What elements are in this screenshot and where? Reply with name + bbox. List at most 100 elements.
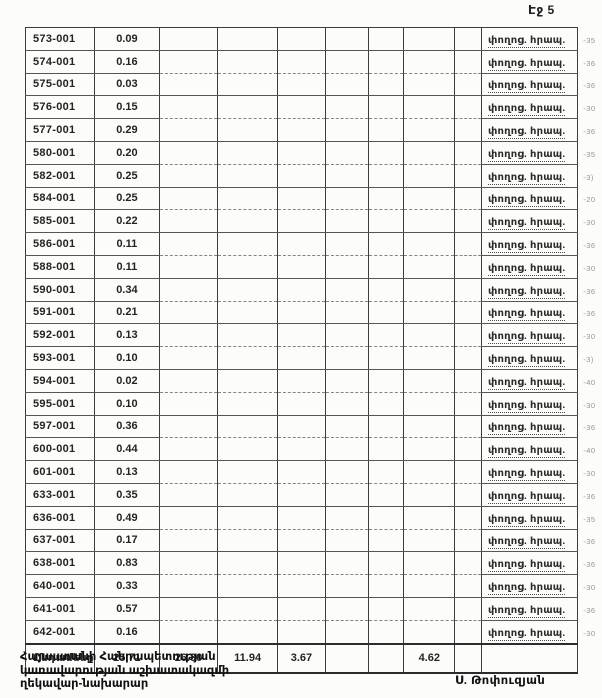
row-note: փողոց. հրապ. bbox=[480, 392, 579, 416]
row-margin-mark: -36 bbox=[583, 241, 596, 251]
row-empty-cell bbox=[403, 50, 455, 74]
row-empty-cell bbox=[217, 392, 278, 416]
row-margin-mark: -30 bbox=[583, 400, 596, 410]
row-empty-cell bbox=[403, 232, 455, 256]
row-empty-cell bbox=[324, 460, 369, 484]
row-empty-cell bbox=[403, 73, 455, 97]
row-margin-mark: -30 bbox=[583, 332, 596, 342]
row-empty-cell bbox=[277, 460, 326, 484]
row-empty-cell bbox=[324, 323, 369, 348]
row-margin-mark: -30 bbox=[583, 218, 596, 228]
row-empty-cell bbox=[454, 460, 482, 484]
row-empty-cell bbox=[454, 415, 482, 439]
row-empty-cell bbox=[324, 369, 369, 393]
row-empty-cell bbox=[324, 529, 369, 553]
row-empty-cell bbox=[158, 346, 218, 370]
row-empty-cell bbox=[324, 301, 369, 325]
row-empty-cell bbox=[277, 506, 326, 530]
row-empty-cell bbox=[403, 95, 455, 120]
row-note: փողոց. հրապ. bbox=[480, 278, 579, 302]
row-margin-cell: -35 bbox=[578, 141, 602, 164]
row-value: 0.16 bbox=[93, 620, 160, 645]
row-margin-mark: -30 bbox=[583, 628, 596, 638]
row-code: 591-001 bbox=[25, 301, 95, 325]
row-code: 642-001 bbox=[25, 620, 95, 645]
row-empty-cell bbox=[403, 27, 455, 51]
row-note-text: փողոց. հրապ. bbox=[487, 262, 566, 276]
row-empty-cell bbox=[158, 27, 218, 51]
row-margin-cell: -35 bbox=[578, 28, 602, 51]
row-empty-cell bbox=[217, 620, 278, 645]
row-value: 0.20 bbox=[93, 141, 160, 165]
row-empty-cell bbox=[324, 141, 369, 165]
row-empty-cell bbox=[454, 597, 482, 621]
row-empty-cell bbox=[454, 529, 482, 553]
row-value: 0.25 bbox=[93, 164, 160, 188]
row-empty-cell bbox=[158, 187, 218, 211]
row-note-text: փողոց. հրապ. bbox=[487, 513, 566, 527]
table-row: 577-001 0.29 փողոց. հրապ. -36 bbox=[25, 118, 602, 142]
row-margin-cell: -36 bbox=[578, 415, 602, 438]
ledger-table-body: 573-001 0.09 փողոց. հրապ. -35 574-001 0.… bbox=[25, 27, 602, 674]
row-code: 592-001 bbox=[25, 323, 95, 348]
row-note: փողոց. հրապ. bbox=[480, 506, 579, 530]
row-empty-cell bbox=[368, 95, 404, 120]
ledger-table: 573-001 0.09 փողոց. հրապ. -35 574-001 0.… bbox=[25, 27, 602, 674]
row-empty-cell bbox=[454, 255, 482, 279]
total-note-cell bbox=[480, 642, 579, 674]
row-empty-cell bbox=[158, 369, 218, 393]
row-note-text: փողոց. հրապ. bbox=[487, 604, 566, 618]
row-margin-mark: -3) bbox=[583, 172, 594, 182]
row-value: 0.10 bbox=[93, 392, 160, 416]
row-code: 588-001 bbox=[25, 255, 95, 279]
row-note: փողոց. հրապ. bbox=[480, 460, 579, 484]
row-empty-cell bbox=[217, 437, 278, 462]
row-code: 637-001 bbox=[25, 529, 95, 553]
row-empty-cell bbox=[217, 164, 278, 188]
row-empty-cell bbox=[158, 232, 218, 256]
row-empty-cell bbox=[217, 506, 278, 530]
row-empty-cell bbox=[277, 323, 326, 348]
row-value: 0.83 bbox=[93, 551, 160, 576]
row-empty-cell bbox=[217, 301, 278, 325]
row-code: 586-001 bbox=[25, 232, 95, 256]
row-empty-cell bbox=[217, 255, 278, 279]
row-empty-cell bbox=[454, 369, 482, 393]
row-empty-cell bbox=[277, 483, 326, 507]
row-note-text: փողոց. հրապ. bbox=[487, 627, 566, 641]
table-row: 637-001 0.17 փողոց. հրապ. -36 bbox=[25, 529, 602, 553]
row-note-text: փողոց. հրապ. bbox=[487, 103, 566, 117]
row-empty-cell bbox=[217, 369, 278, 393]
row-value: 0.13 bbox=[93, 460, 160, 484]
table-row: 636-001 0.49 փողոց. հրապ. -35 bbox=[25, 506, 602, 530]
row-margin-mark: -36 bbox=[583, 423, 596, 433]
row-margin-cell: -36 bbox=[578, 552, 602, 575]
row-empty-cell bbox=[158, 73, 218, 97]
row-empty-cell bbox=[277, 50, 326, 74]
row-margin-mark: -30 bbox=[583, 263, 596, 273]
row-empty-cell bbox=[403, 255, 455, 279]
total-value-cell-3: 11.94 bbox=[217, 642, 278, 674]
row-empty-cell bbox=[158, 460, 218, 484]
row-empty-cell bbox=[403, 369, 455, 393]
row-code: 590-001 bbox=[25, 278, 95, 302]
row-empty-cell bbox=[454, 278, 482, 302]
row-empty-cell bbox=[217, 50, 278, 74]
row-empty-cell bbox=[403, 164, 455, 188]
row-note-text: փողոց. հրապ. bbox=[487, 445, 566, 459]
row-code: 574-001 bbox=[25, 50, 95, 74]
row-empty-cell bbox=[454, 483, 482, 507]
row-margin-cell: -30 bbox=[578, 461, 602, 484]
row-empty-cell bbox=[454, 301, 482, 325]
row-code: 633-001 bbox=[25, 483, 95, 507]
row-empty-cell bbox=[454, 323, 482, 348]
row-margin-mark: -35 bbox=[583, 35, 596, 45]
row-empty-cell bbox=[158, 278, 218, 302]
row-margin-cell: -30 bbox=[578, 620, 602, 643]
row-empty-cell bbox=[403, 301, 455, 325]
row-note: փողոց. հրապ. bbox=[480, 620, 579, 645]
table-row: 575-001 0.03 փողոց. հրապ. -36 bbox=[25, 73, 602, 97]
row-empty-cell bbox=[158, 118, 218, 142]
row-empty-cell bbox=[454, 73, 482, 97]
row-empty-cell bbox=[368, 620, 404, 645]
